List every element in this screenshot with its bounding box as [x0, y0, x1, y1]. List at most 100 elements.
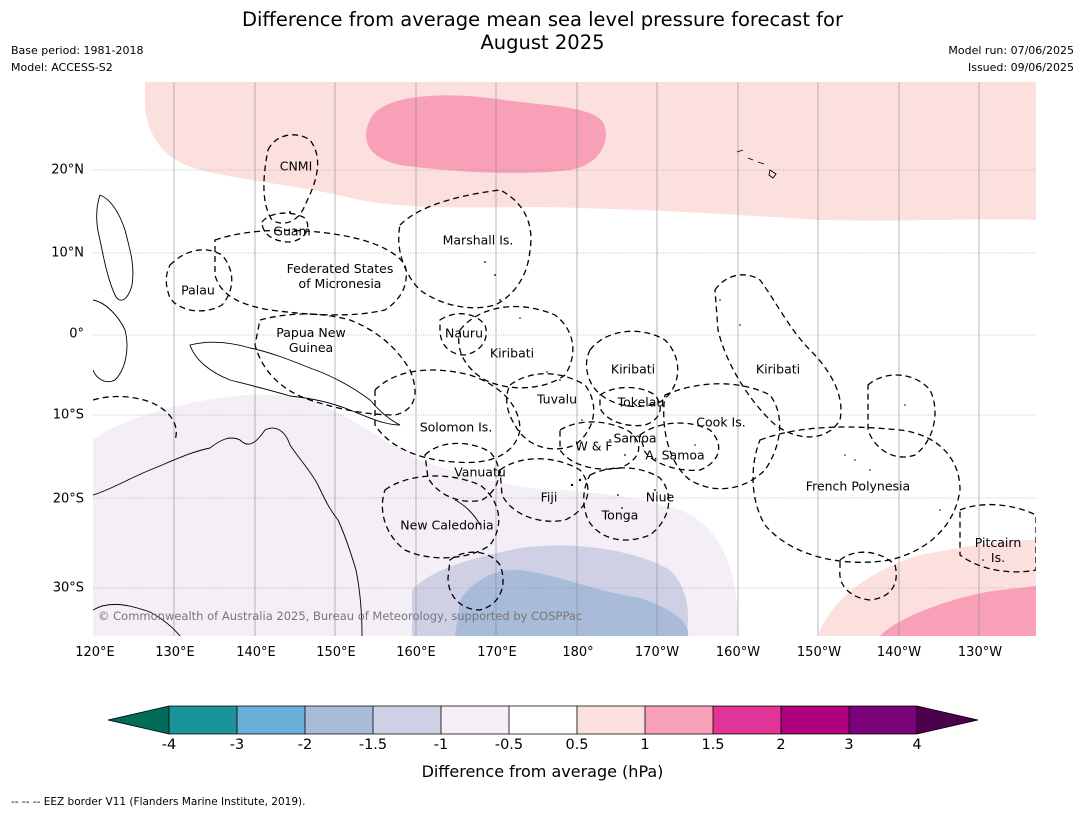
lon-label-160w: 160°W: [715, 645, 761, 660]
label-samoa: Samoa: [613, 430, 657, 446]
label-png: Papua New Guinea: [276, 325, 345, 355]
lon-label-170e: 170°E: [477, 645, 517, 660]
label-nauru: Nauru: [445, 325, 483, 341]
new-caledonia-coast: [454, 499, 481, 526]
label-solomon: Solomon Is.: [419, 419, 493, 435]
eez-french-polynesia: [752, 426, 961, 563]
islands: [289, 211, 984, 561]
eez-kiribati-c: [585, 330, 679, 408]
eez-footnote: -- -- -- EEZ border V11 (Flanders Marine…: [11, 796, 306, 808]
label-cook: Cook Is.: [696, 414, 746, 430]
borneo-coast: [93, 299, 128, 383]
label-french-polynesia: French Polynesia: [805, 478, 911, 494]
eez-new-caledonia: [381, 475, 500, 559]
lat-label-10s: 10°S: [52, 407, 84, 423]
eez-palau: [165, 249, 233, 312]
eez-kiribati-w: [458, 305, 574, 389]
label-tuvalu: Tuvalu: [536, 391, 578, 407]
eez-cnmi: [263, 134, 319, 224]
meta-left: Base period: 1981-2018 Model: ACCESS-S2: [11, 42, 143, 76]
label-pitcairn: Pitcairn Is.: [975, 535, 1021, 565]
colorbar-tick-3: -2: [297, 737, 313, 753]
lon-label-150e: 150°E: [316, 645, 356, 660]
colorbar-tick-5: -1: [433, 737, 449, 753]
colorbar-tick-6: -0.5: [494, 737, 524, 753]
eez-nauru: [439, 313, 487, 356]
label-kiribati-c: Kiribati: [610, 361, 656, 377]
label-png-line1: Papua New: [276, 325, 346, 340]
label-new-caledonia: New Caledonia: [400, 517, 494, 533]
base-period: Base period: 1981-2018: [11, 44, 144, 57]
colorbar-tick-12: 4: [912, 737, 922, 753]
label-fsm: Federated States of Micronesia: [287, 261, 394, 291]
gridlines: [93, 82, 1036, 636]
lon-label-170w: 170°W: [634, 645, 680, 660]
eez-pitcairn: [959, 503, 1036, 573]
label-pitcairn-line1: Pitcairn: [974, 535, 1022, 550]
label-palau: Palau: [181, 282, 215, 298]
colorbar-tick-8: 1: [640, 737, 650, 753]
eez-fiji: [499, 458, 589, 522]
hawaii-coast: [736, 149, 777, 179]
label-wf: W & F: [575, 438, 613, 454]
chart-title-line2: August 2025: [480, 31, 605, 54]
label-tokelau: Tokelau: [617, 394, 665, 410]
lon-label-160e: 160°E: [396, 645, 436, 660]
eez-marshall: [398, 189, 532, 309]
meta-right: Model run: 07/06/2025 Issued: 09/06/2025: [948, 42, 1074, 76]
lat-label-0: 0°: [69, 326, 84, 342]
anomaly-south-neg-1.5: [455, 569, 689, 636]
anomaly-se-1-1.5: [880, 586, 1036, 636]
label-vanuatu: Vanuatu: [454, 464, 506, 480]
eez-wf-samoa: [559, 421, 640, 470]
lat-label-30s: 30°S: [52, 580, 84, 596]
philippines-coast: [96, 194, 134, 301]
eez-borders: [93, 134, 1036, 611]
eez-guam: [261, 212, 309, 243]
label-asamoa: A. Samoa: [645, 447, 705, 463]
colorbar-tick-10: 2: [776, 737, 786, 753]
eez-equatorial-w: [93, 395, 177, 441]
colorbar-tick-7: 0.5: [565, 737, 589, 753]
lon-label-140e: 140°E: [236, 645, 276, 660]
colorbar-tick-11: 3: [844, 737, 854, 753]
lon-label-150w: 150°W: [796, 645, 842, 660]
lon-label-130w: 130°W: [957, 645, 1003, 660]
nz-coast: [93, 603, 181, 636]
eez-fsm: [214, 229, 407, 316]
eez-french-poly-s: [839, 551, 897, 601]
label-cnmi: CNMI: [279, 158, 313, 174]
label-png-line2: Guinea: [288, 340, 334, 355]
label-guam: Guam: [273, 223, 311, 239]
eez-vanuatu: [424, 442, 500, 502]
lon-label-130e: 130°E: [155, 645, 195, 660]
australia-coast: [93, 427, 363, 636]
label-fsm-line2: of Micronesia: [298, 276, 382, 291]
lon-label-180: 180°: [562, 645, 594, 660]
lat-label-20s: 20°S: [52, 491, 84, 507]
model-name: Model: ACCESS-S2: [11, 61, 113, 74]
lat-label-20n: 20°N: [51, 162, 84, 178]
eez-lord-howe: [447, 551, 504, 611]
label-kiribati-e: Kiribati: [755, 361, 801, 377]
label-fiji: Fiji: [540, 489, 558, 505]
label-pitcairn-line2: Is.: [990, 550, 1006, 565]
label-tonga: Tonga: [601, 507, 639, 523]
lat-label-10n: 10°N: [51, 245, 84, 261]
eez-asamoa-cook: [639, 422, 720, 471]
chart-title-line1: Difference from average mean sea level p…: [242, 8, 843, 31]
issued-date: Issued: 09/06/2025: [967, 61, 1074, 74]
new-guinea-coast: [189, 341, 401, 426]
label-kiribati-w: Kiribati: [489, 345, 535, 361]
map-layers: [93, 82, 1036, 636]
eez-french-poly-n: [867, 374, 936, 458]
lon-label-140w: 140°W: [876, 645, 922, 660]
model-run: Model run: 07/06/2025: [948, 44, 1074, 57]
label-marshall: Marshall Is.: [442, 232, 514, 248]
label-niue: Niue: [645, 489, 675, 505]
anomaly-north-1-1.5: [365, 95, 606, 173]
eez-cook: [663, 383, 781, 490]
lon-label-120e: 120°E: [75, 645, 115, 660]
colorbar-tick-4: -1.5: [358, 737, 388, 753]
